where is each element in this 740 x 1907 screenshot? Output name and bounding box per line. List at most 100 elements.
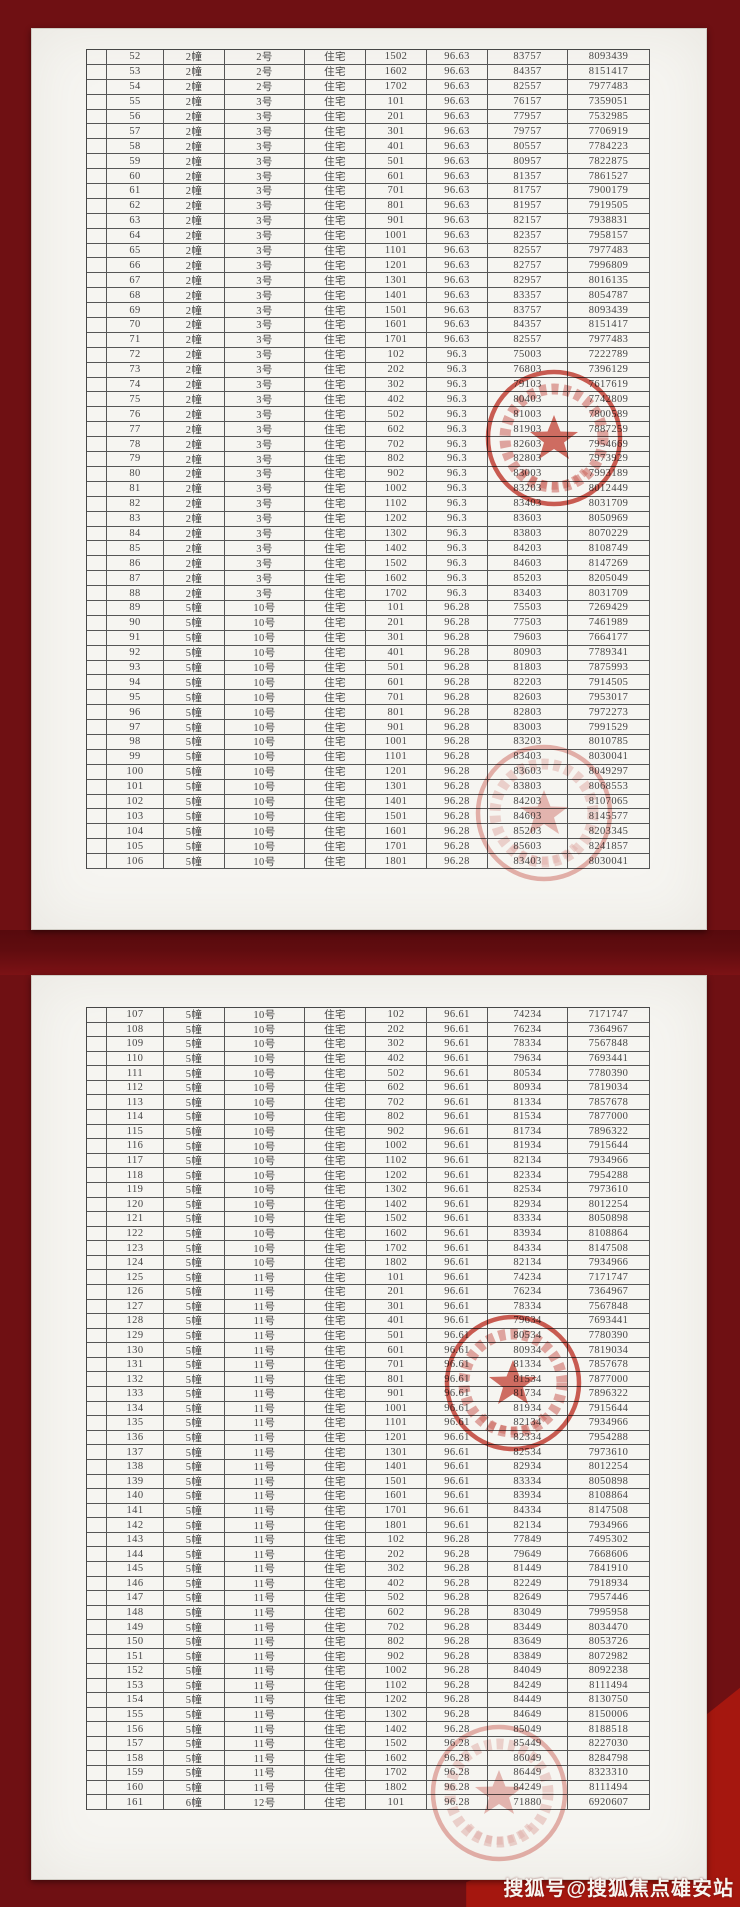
table-cell: 96.3 — [427, 392, 488, 408]
table-cell: 10号 — [225, 779, 305, 795]
table-cell: 73 — [107, 362, 164, 378]
table-cell: 11号 — [225, 1489, 305, 1504]
table-cell: 5幢 — [164, 1328, 225, 1344]
table-cell: 5幢 — [164, 734, 225, 750]
table-cell-blank — [87, 1110, 107, 1125]
table-cell: 2幢 — [164, 243, 225, 259]
table-row: 134 5幢 11号 住宅 1001 96.61 81934 7915644 — [87, 1401, 650, 1417]
table-cell: 134 — [107, 1401, 164, 1417]
table-cell: 1301 — [366, 779, 427, 795]
table-cell-blank — [87, 481, 107, 497]
table-cell: 住宅 — [305, 1168, 366, 1183]
table-cell: 1502 — [366, 50, 427, 65]
table-cell: 128 — [107, 1314, 164, 1329]
table-cell: 83403 — [488, 496, 568, 512]
table-cell: 5幢 — [164, 1139, 225, 1154]
table-cell: 7269429 — [568, 600, 650, 616]
document-page-2: 107 5幢 10号 住宅 102 96.61 74234 7171747 108 5幢 10号 住宅… — [31, 975, 707, 1880]
table-cell-blank — [87, 1518, 107, 1533]
table-cell: 8108864 — [568, 1226, 650, 1242]
table-cell-blank — [87, 1795, 107, 1810]
table-cell: 81003 — [488, 407, 568, 423]
table-cell: 7954288 — [568, 1430, 650, 1446]
table-cell: 801 — [366, 198, 427, 214]
table-cell-blank — [87, 1532, 107, 1548]
table-cell-blank — [87, 1416, 107, 1431]
table-row: 80 2幢 3号 住宅 902 96.3 83003 7993189 — [87, 466, 650, 482]
table-cell: 12号 — [225, 1795, 305, 1810]
table-cell: 96.28 — [427, 1795, 488, 1810]
table-cell: 2幢 — [164, 392, 225, 408]
table-cell: 2幢 — [164, 586, 225, 601]
table-row: 104 5幢 10号 住宅 1601 96.28 85203 8203345 — [87, 824, 650, 840]
table-row: 122 5幢 10号 住宅 1602 96.61 83934 8108864 — [87, 1226, 650, 1242]
table-cell-blank — [87, 675, 107, 691]
table-cell: 81934 — [488, 1401, 568, 1417]
table-cell: 2幢 — [164, 169, 225, 185]
table-cell: 57 — [107, 124, 164, 140]
table-cell: 77849 — [488, 1532, 568, 1548]
table-cell-blank — [87, 79, 107, 95]
table-cell-blank — [87, 1168, 107, 1183]
table-row: 105 5幢 10号 住宅 1701 96.28 85603 8241857 — [87, 839, 650, 855]
table-cell: 96.28 — [427, 1751, 488, 1767]
table-cell: 96.28 — [427, 1634, 488, 1650]
table-cell: 5幢 — [164, 1722, 225, 1737]
table-row: 106 5幢 10号 住宅 1801 96.28 83403 8030041 — [87, 854, 650, 869]
table-cell: 6幢 — [164, 1795, 225, 1810]
table-cell-blank — [87, 1182, 107, 1198]
table-cell-blank — [87, 1561, 107, 1577]
table-row: 91 5幢 10号 住宅 301 96.28 79603 7664177 — [87, 630, 650, 646]
table-cell: 5幢 — [164, 1547, 225, 1562]
table-row: 157 5幢 11号 住宅 1502 96.28 85449 8227030 — [87, 1736, 650, 1752]
table-cell: 96.61 — [427, 1066, 488, 1081]
table-cell-blank — [87, 94, 107, 110]
table-cell: 85 — [107, 541, 164, 557]
table-cell: 5幢 — [164, 1182, 225, 1198]
table-cell: 8130750 — [568, 1693, 650, 1708]
table-cell-blank — [87, 1401, 107, 1417]
table-cell: 91 — [107, 630, 164, 646]
table-cell: 5幢 — [164, 1226, 225, 1242]
table-cell: 141 — [107, 1503, 164, 1519]
table-cell: 152 — [107, 1664, 164, 1679]
table-cell: 84603 — [488, 809, 568, 825]
table-cell: 96.28 — [427, 1722, 488, 1737]
table-cell: 1201 — [366, 764, 427, 780]
table-cell: 10号 — [225, 645, 305, 661]
table-cell: 96.61 — [427, 1518, 488, 1533]
table-cell: 151 — [107, 1649, 164, 1665]
table-row: 128 5幢 11号 住宅 401 96.61 79634 7693441 — [87, 1314, 650, 1329]
table-cell: 701 — [366, 1357, 427, 1373]
table-cell: 98 — [107, 734, 164, 750]
table-cell: 住宅 — [305, 839, 366, 855]
table-cell: 96.28 — [427, 839, 488, 855]
table-cell: 1802 — [366, 1780, 427, 1796]
table-cell: 1702 — [366, 586, 427, 601]
table-row: 86 2幢 3号 住宅 1502 96.3 84603 8147269 — [87, 556, 650, 572]
table-cell: 住宅 — [305, 481, 366, 497]
table-cell-blank — [87, 347, 107, 363]
table-cell: 61 — [107, 184, 164, 199]
table-cell-blank — [87, 660, 107, 676]
table-cell-blank — [87, 1241, 107, 1256]
table-row: 93 5幢 10号 住宅 501 96.28 81803 7875993 — [87, 660, 650, 676]
table-cell: 202 — [366, 1547, 427, 1562]
table-row: 61 2幢 3号 住宅 701 96.63 81757 7900179 — [87, 184, 650, 199]
table-cell: 5幢 — [164, 1270, 225, 1285]
table-cell: 11号 — [225, 1678, 305, 1694]
table-cell: 3号 — [225, 407, 305, 423]
table-cell-blank — [87, 586, 107, 601]
table-cell: 96.61 — [427, 1489, 488, 1504]
table-row: 75 2幢 3号 住宅 402 96.3 80403 7742809 — [87, 392, 650, 408]
table-cell: 住宅 — [305, 1620, 366, 1635]
table-cell: 8111494 — [568, 1678, 650, 1694]
table-row: 109 5幢 10号 住宅 302 96.61 78334 7567848 — [87, 1037, 650, 1052]
table-cell: 住宅 — [305, 1547, 366, 1562]
table-cell-blank — [87, 1474, 107, 1490]
table-cell: 7914505 — [568, 675, 650, 691]
table-cell: 住宅 — [305, 630, 366, 646]
table-cell-blank — [87, 1387, 107, 1402]
table-cell: 143 — [107, 1532, 164, 1548]
table-cell: 602 — [366, 1080, 427, 1096]
